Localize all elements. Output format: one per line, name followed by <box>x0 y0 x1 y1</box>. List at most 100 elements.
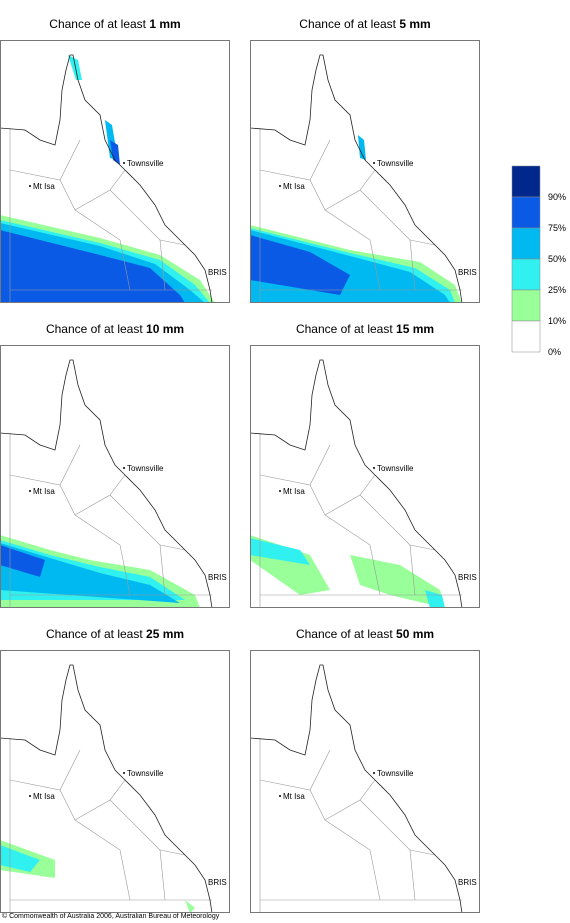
title-amount: 10 mm <box>146 322 184 336</box>
title-amount: 25 mm <box>146 627 184 641</box>
panel-title: Chance of at least 10 mm <box>46 322 184 336</box>
title-amount: 15 mm <box>396 322 434 336</box>
panel-title: Chance of at least 50 mm <box>296 627 434 641</box>
rain-area <box>110 140 120 165</box>
panel-title: Chance of at least 25 mm <box>46 627 184 641</box>
place-dot <box>123 162 125 164</box>
place-label: Townsville <box>127 769 164 778</box>
rain-area <box>0 545 45 577</box>
map-frame <box>0 345 230 608</box>
border <box>159 544 186 551</box>
place-label: Mt Isa <box>283 792 305 801</box>
rain-area <box>250 538 310 565</box>
title-text: Chance of at least <box>299 17 396 31</box>
border <box>324 819 381 901</box>
border <box>159 849 186 856</box>
place-dot <box>29 490 31 492</box>
legend-label: 90% <box>548 192 566 202</box>
legend-swatch <box>511 289 541 322</box>
coastline <box>249 359 463 609</box>
border <box>74 819 131 901</box>
border <box>309 779 376 821</box>
rain-area <box>68 55 82 80</box>
panel-title: Chance of at least 1 mm <box>49 17 180 31</box>
map-background <box>250 650 480 913</box>
legend-label: 50% <box>548 254 566 264</box>
rain-area <box>425 590 445 608</box>
legend-swatch <box>511 165 541 198</box>
rain-area <box>0 543 180 603</box>
title-amount: 50 mm <box>396 627 434 641</box>
place-label: Townsville <box>127 464 164 473</box>
border <box>309 169 376 211</box>
legend-swatch <box>511 227 541 260</box>
title-text: Chance of at least <box>46 627 143 641</box>
place-label: BRIS <box>458 268 477 277</box>
map-panel: Townsville Mt Isa BRIS <box>249 40 480 304</box>
map-frame <box>0 40 230 303</box>
map-panel: Townsville Mt Isa BRIS <box>0 40 230 304</box>
place-label: Mt Isa <box>283 487 305 496</box>
place-label: Mt Isa <box>283 182 305 191</box>
place-dot <box>123 772 125 774</box>
panel-title: Chance of at least 15 mm <box>296 322 434 336</box>
border <box>159 239 186 246</box>
place-dot <box>373 467 375 469</box>
place-label: BRIS <box>458 573 477 582</box>
rain-area <box>250 235 350 295</box>
coastline <box>0 359 213 609</box>
border <box>59 169 126 211</box>
place-dot <box>123 467 125 469</box>
map-frame <box>250 345 480 608</box>
place-label: Mt Isa <box>33 792 55 801</box>
legend-label: 75% <box>548 223 566 233</box>
rain-fields <box>0 55 215 303</box>
place-label: BRIS <box>458 878 477 887</box>
border <box>59 779 126 821</box>
place-dot <box>373 772 375 774</box>
place-label: BRIS <box>208 268 227 277</box>
legend-label: 0% <box>548 347 561 357</box>
border <box>59 474 126 516</box>
place-label: BRIS <box>208 573 227 582</box>
place-label: BRIS <box>208 878 227 887</box>
credit: © Commonwealth of Australia 2006, Austra… <box>2 912 220 920</box>
place-dot <box>279 795 281 797</box>
place-label: Townsville <box>377 464 414 473</box>
rain-fields <box>0 535 200 608</box>
border <box>74 514 131 596</box>
map-frame <box>250 650 480 913</box>
place-dot <box>29 795 31 797</box>
legend-swatch <box>511 258 541 291</box>
rain-area <box>185 900 195 913</box>
rain-fields <box>250 135 462 303</box>
title-text: Chance of at least <box>296 627 393 641</box>
rain-area <box>358 135 366 160</box>
map-frame <box>0 650 230 913</box>
border <box>324 514 381 596</box>
legend-swatch <box>511 196 541 229</box>
border <box>409 849 436 856</box>
panel-title: Chance of at least 5 mm <box>299 17 430 31</box>
title-text: Chance of at least <box>296 322 393 336</box>
title-amount: 5 mm <box>399 17 430 31</box>
place-dot <box>29 185 31 187</box>
border <box>74 209 131 291</box>
legend-swatch <box>511 320 541 353</box>
place-dot <box>279 185 281 187</box>
title-amount: 1 mm <box>149 17 180 31</box>
place-label: Townsville <box>377 159 414 168</box>
map-panel: Townsville Mt Isa BRIS <box>0 345 230 609</box>
place-label: Mt Isa <box>33 487 55 496</box>
title-text: Chance of at least <box>46 322 143 336</box>
legend-label: 25% <box>548 285 566 295</box>
place-label: Townsville <box>127 159 164 168</box>
coastline <box>0 664 213 914</box>
place-dot <box>279 490 281 492</box>
rain-area <box>0 230 185 303</box>
border <box>409 239 436 246</box>
place-label: Townsville <box>377 769 414 778</box>
border <box>309 474 376 516</box>
